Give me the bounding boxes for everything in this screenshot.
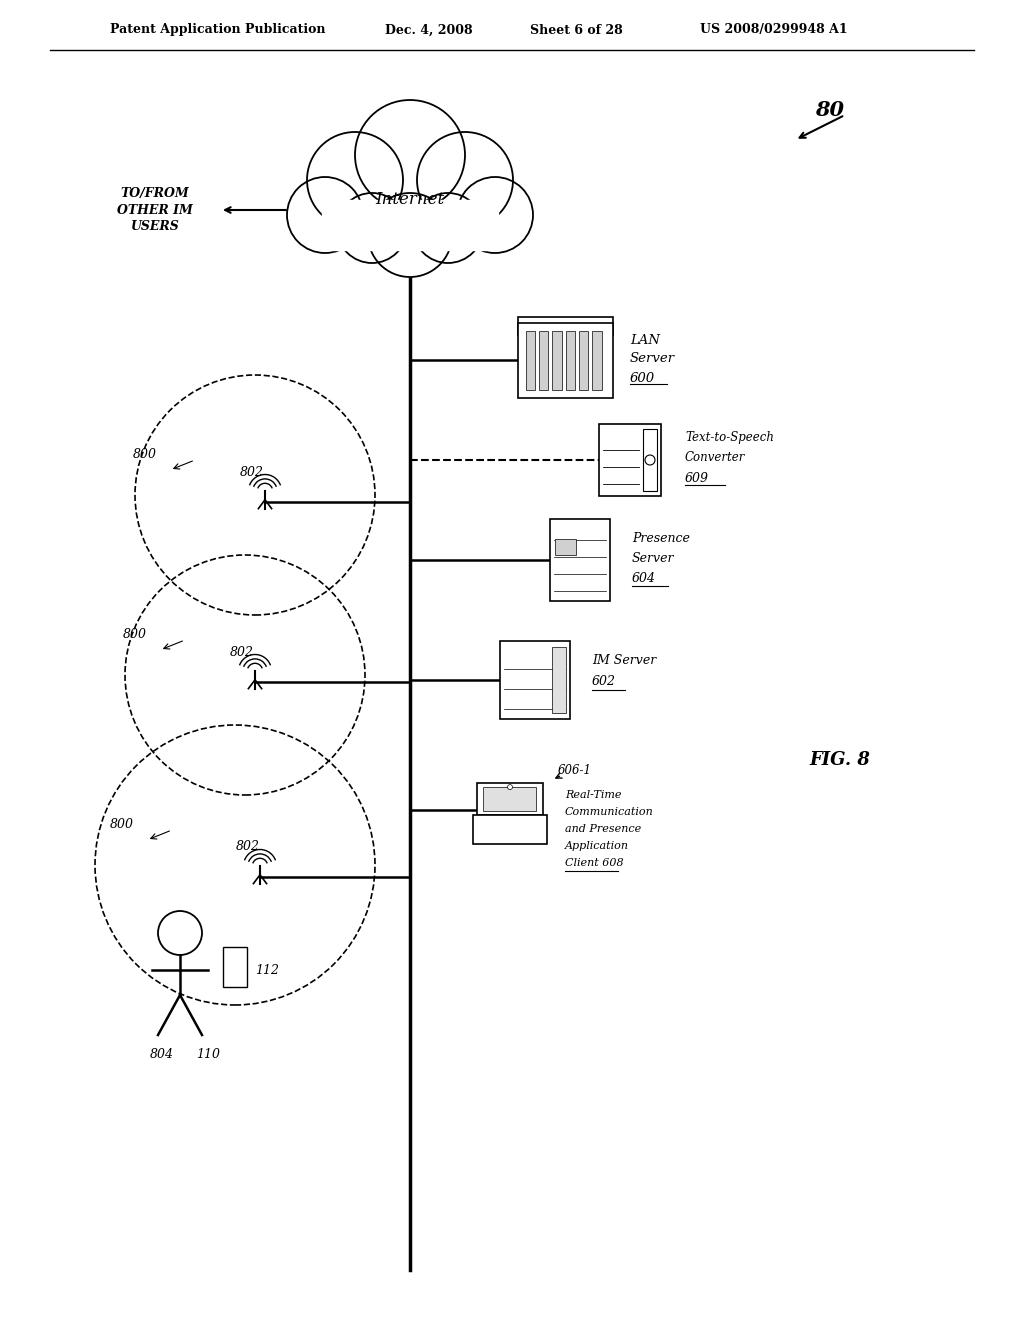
- Bar: [550, 519, 610, 601]
- Text: 602: 602: [592, 676, 616, 689]
- Text: 800: 800: [110, 818, 134, 832]
- Bar: [552, 330, 561, 389]
- Text: Internet: Internet: [376, 191, 444, 209]
- Text: TO/FROM
OTHER IM
USERS: TO/FROM OTHER IM USERS: [117, 186, 193, 234]
- Text: Server: Server: [632, 552, 675, 565]
- Text: 80: 80: [815, 100, 845, 120]
- Text: and Presence: and Presence: [565, 824, 641, 834]
- Bar: [525, 330, 535, 389]
- Bar: [643, 429, 657, 491]
- Text: Application: Application: [565, 841, 629, 851]
- Bar: [322, 201, 498, 249]
- Text: FIG. 8: FIG. 8: [810, 751, 870, 770]
- Circle shape: [337, 193, 407, 263]
- Text: LAN: LAN: [630, 334, 660, 347]
- Text: IM Server: IM Server: [592, 653, 656, 667]
- Bar: [473, 814, 547, 843]
- Bar: [599, 424, 662, 496]
- Circle shape: [355, 100, 465, 210]
- Text: 604: 604: [632, 572, 656, 585]
- Text: 802: 802: [240, 466, 264, 479]
- Circle shape: [457, 177, 534, 253]
- Bar: [565, 330, 574, 389]
- Text: 600: 600: [630, 371, 655, 384]
- Bar: [483, 787, 537, 810]
- Bar: [555, 539, 575, 554]
- Circle shape: [645, 455, 655, 465]
- Circle shape: [368, 193, 452, 277]
- Bar: [223, 946, 247, 987]
- Text: 110: 110: [196, 1048, 220, 1061]
- Circle shape: [417, 132, 513, 228]
- Bar: [477, 783, 543, 814]
- Bar: [517, 322, 612, 397]
- Text: Dec. 4, 2008: Dec. 4, 2008: [385, 24, 473, 37]
- Text: 802: 802: [230, 645, 254, 659]
- Circle shape: [158, 911, 202, 954]
- Bar: [539, 330, 548, 389]
- Text: 802: 802: [236, 841, 260, 854]
- Text: US 2008/0299948 A1: US 2008/0299948 A1: [700, 24, 848, 37]
- Text: 112: 112: [255, 964, 279, 977]
- Text: 804: 804: [150, 1048, 174, 1061]
- Text: Server: Server: [630, 351, 675, 364]
- Bar: [579, 330, 588, 389]
- Bar: [500, 642, 570, 719]
- Bar: [592, 330, 601, 389]
- Circle shape: [508, 784, 512, 789]
- Text: Text-to-Speech: Text-to-Speech: [685, 432, 774, 445]
- Text: Patent Application Publication: Patent Application Publication: [110, 24, 326, 37]
- Text: Presence: Presence: [632, 532, 690, 545]
- Bar: [517, 317, 612, 334]
- Text: Real-Time: Real-Time: [565, 789, 622, 800]
- Circle shape: [307, 132, 403, 228]
- Text: Client 608: Client 608: [565, 858, 624, 869]
- Text: Communication: Communication: [565, 807, 653, 817]
- Text: 800: 800: [123, 628, 147, 642]
- Circle shape: [413, 193, 483, 263]
- Text: 609: 609: [685, 471, 709, 484]
- Text: 800: 800: [133, 449, 157, 462]
- Text: Sheet 6 of 28: Sheet 6 of 28: [530, 24, 623, 37]
- Text: Converter: Converter: [685, 450, 745, 463]
- Text: 606-1: 606-1: [558, 763, 592, 776]
- Bar: [552, 647, 566, 713]
- Circle shape: [287, 177, 362, 253]
